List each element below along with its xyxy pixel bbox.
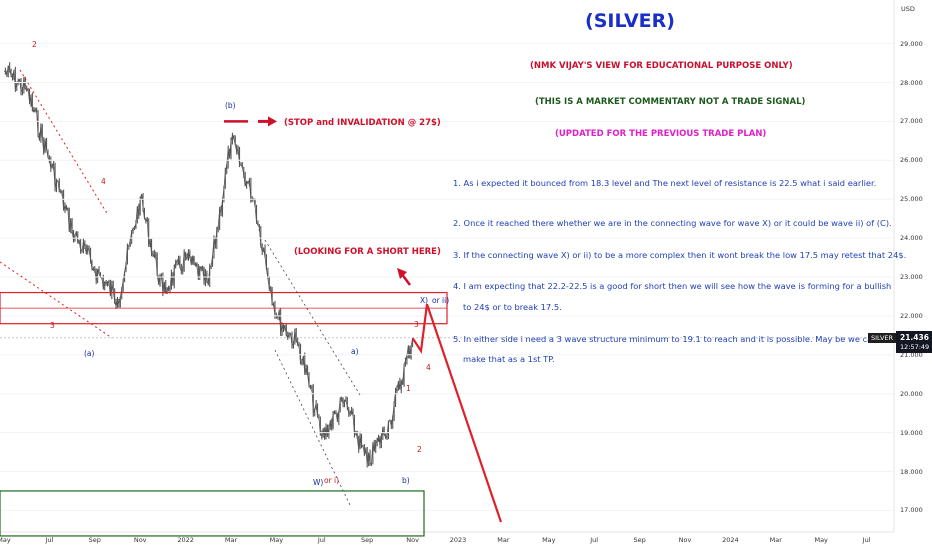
current-price: 21.436 xyxy=(900,333,929,342)
disclaimer-header: (NMK VIJAY'S VIEW FOR EDUCATIONAL PURPOS… xyxy=(530,61,793,71)
x-tick-label: Sep xyxy=(88,536,101,544)
wave-label-W: W) xyxy=(313,478,324,487)
channel-line-upper xyxy=(264,239,361,396)
x-tick-label: 2023 xyxy=(449,536,467,544)
x-tick-label: Mar xyxy=(224,536,238,544)
update-header: (UPDATED FOR THE PREVIOUS TRADE PLAN) xyxy=(555,129,767,139)
note-point-5-cont: make that as a 1st TP. xyxy=(463,354,555,364)
commentary-header: (THIS IS A MARKET COMMENTARY NOT A TRADE… xyxy=(535,97,806,107)
channel-line-lower xyxy=(274,349,351,506)
note-point-1: 1. As i expected it bounced from 18.3 le… xyxy=(453,178,877,188)
y-tick-label: 20.000 xyxy=(900,389,923,398)
x-tick-label: 2024 xyxy=(722,536,739,544)
x-tick-label: Jul xyxy=(590,536,599,544)
short-arrow-head xyxy=(397,268,407,279)
wave-label-a-paren: (a) xyxy=(84,349,95,358)
wave-label-r1: 1 xyxy=(406,384,411,393)
note-point-2: 2. Once it reached there whether we are … xyxy=(453,218,892,228)
y-tick-label: 27.000 xyxy=(900,117,923,126)
stop-invalidation-note: (STOP and INVALIDATION @ 27$) xyxy=(284,118,441,128)
wave-label-r2: 2 xyxy=(417,445,422,454)
stop-arrow-head xyxy=(268,116,277,127)
x-tick-label: Nov xyxy=(133,536,147,544)
support-box xyxy=(0,490,425,537)
x-tick-label: Nov xyxy=(406,536,419,544)
wave-label-r4: 4 xyxy=(426,363,431,372)
y-tick-label: 24.000 xyxy=(900,234,923,243)
y-tick-label: 19.000 xyxy=(900,428,923,437)
x-tick-label: May xyxy=(814,536,828,544)
wave-label-b-paren: (b) xyxy=(225,101,236,110)
note-point-3: 3. If the connecting wave X) or ii) to b… xyxy=(453,250,907,260)
note-point-4-cont: to 24$ or to break 17.5. xyxy=(463,302,562,312)
x-tick-label: 2022 xyxy=(177,536,194,544)
short-entry-note: (LOOKING FOR A SHORT HERE) xyxy=(294,247,441,257)
wave-label-X: X) xyxy=(420,296,429,305)
y-tick-label: 22.000 xyxy=(900,311,923,320)
y-tick-label: 29.000 xyxy=(900,39,923,48)
y-tick-label: 23.000 xyxy=(900,273,923,281)
wave-label-r3: 3 xyxy=(414,320,419,329)
note-point-4: 4. I am expecting that 22.2-22.5 is a go… xyxy=(453,281,892,291)
x-tick-label: Jul xyxy=(45,536,54,544)
x-tick-label: Nov xyxy=(678,536,692,544)
y-tick-label: 18.000 xyxy=(900,467,923,476)
x-tick-label: May xyxy=(542,536,556,544)
projected-path xyxy=(411,303,503,523)
wave-label-or-ii: or ii) xyxy=(432,296,450,305)
x-tick-label: Jul xyxy=(317,536,326,544)
wave-label-3: 3 xyxy=(50,321,55,330)
y-tick-label: 17.000 xyxy=(900,506,923,515)
currency-label: USD xyxy=(901,5,915,13)
note-point-5: 5. In either side i need a 3 wave struct… xyxy=(453,334,878,344)
symbol-price-tag: SILVER xyxy=(868,333,897,343)
wave-label-or-i: or i) xyxy=(324,476,340,485)
x-tick-label: May xyxy=(0,536,11,544)
x-tick-label: Mar xyxy=(769,536,782,544)
wave-label-top-2: 2 xyxy=(32,40,37,49)
y-tick-label: 26.000 xyxy=(900,156,923,165)
y-tick-label: 28.000 xyxy=(900,78,923,87)
x-tick-label: May xyxy=(269,536,284,544)
trend-line-upper xyxy=(19,69,109,216)
wave-label-b-small: b) xyxy=(402,476,410,485)
bar-countdown: 12:57:49 xyxy=(900,343,930,351)
y-tick-label: 25.000 xyxy=(900,195,923,204)
y-tick-label: 21.000 xyxy=(900,350,923,359)
x-tick-label: Sep xyxy=(361,536,374,544)
x-tick-label: Mar xyxy=(497,536,510,544)
x-tick-label: Sep xyxy=(633,536,646,544)
price-line xyxy=(3,65,413,464)
wave-label-a-small: a) xyxy=(351,347,359,356)
x-tick-label: Jul xyxy=(862,536,871,544)
current-price-badge xyxy=(896,331,932,353)
wave-label-4: 4 xyxy=(101,177,106,186)
chart-title: (SILVER) xyxy=(585,10,675,32)
